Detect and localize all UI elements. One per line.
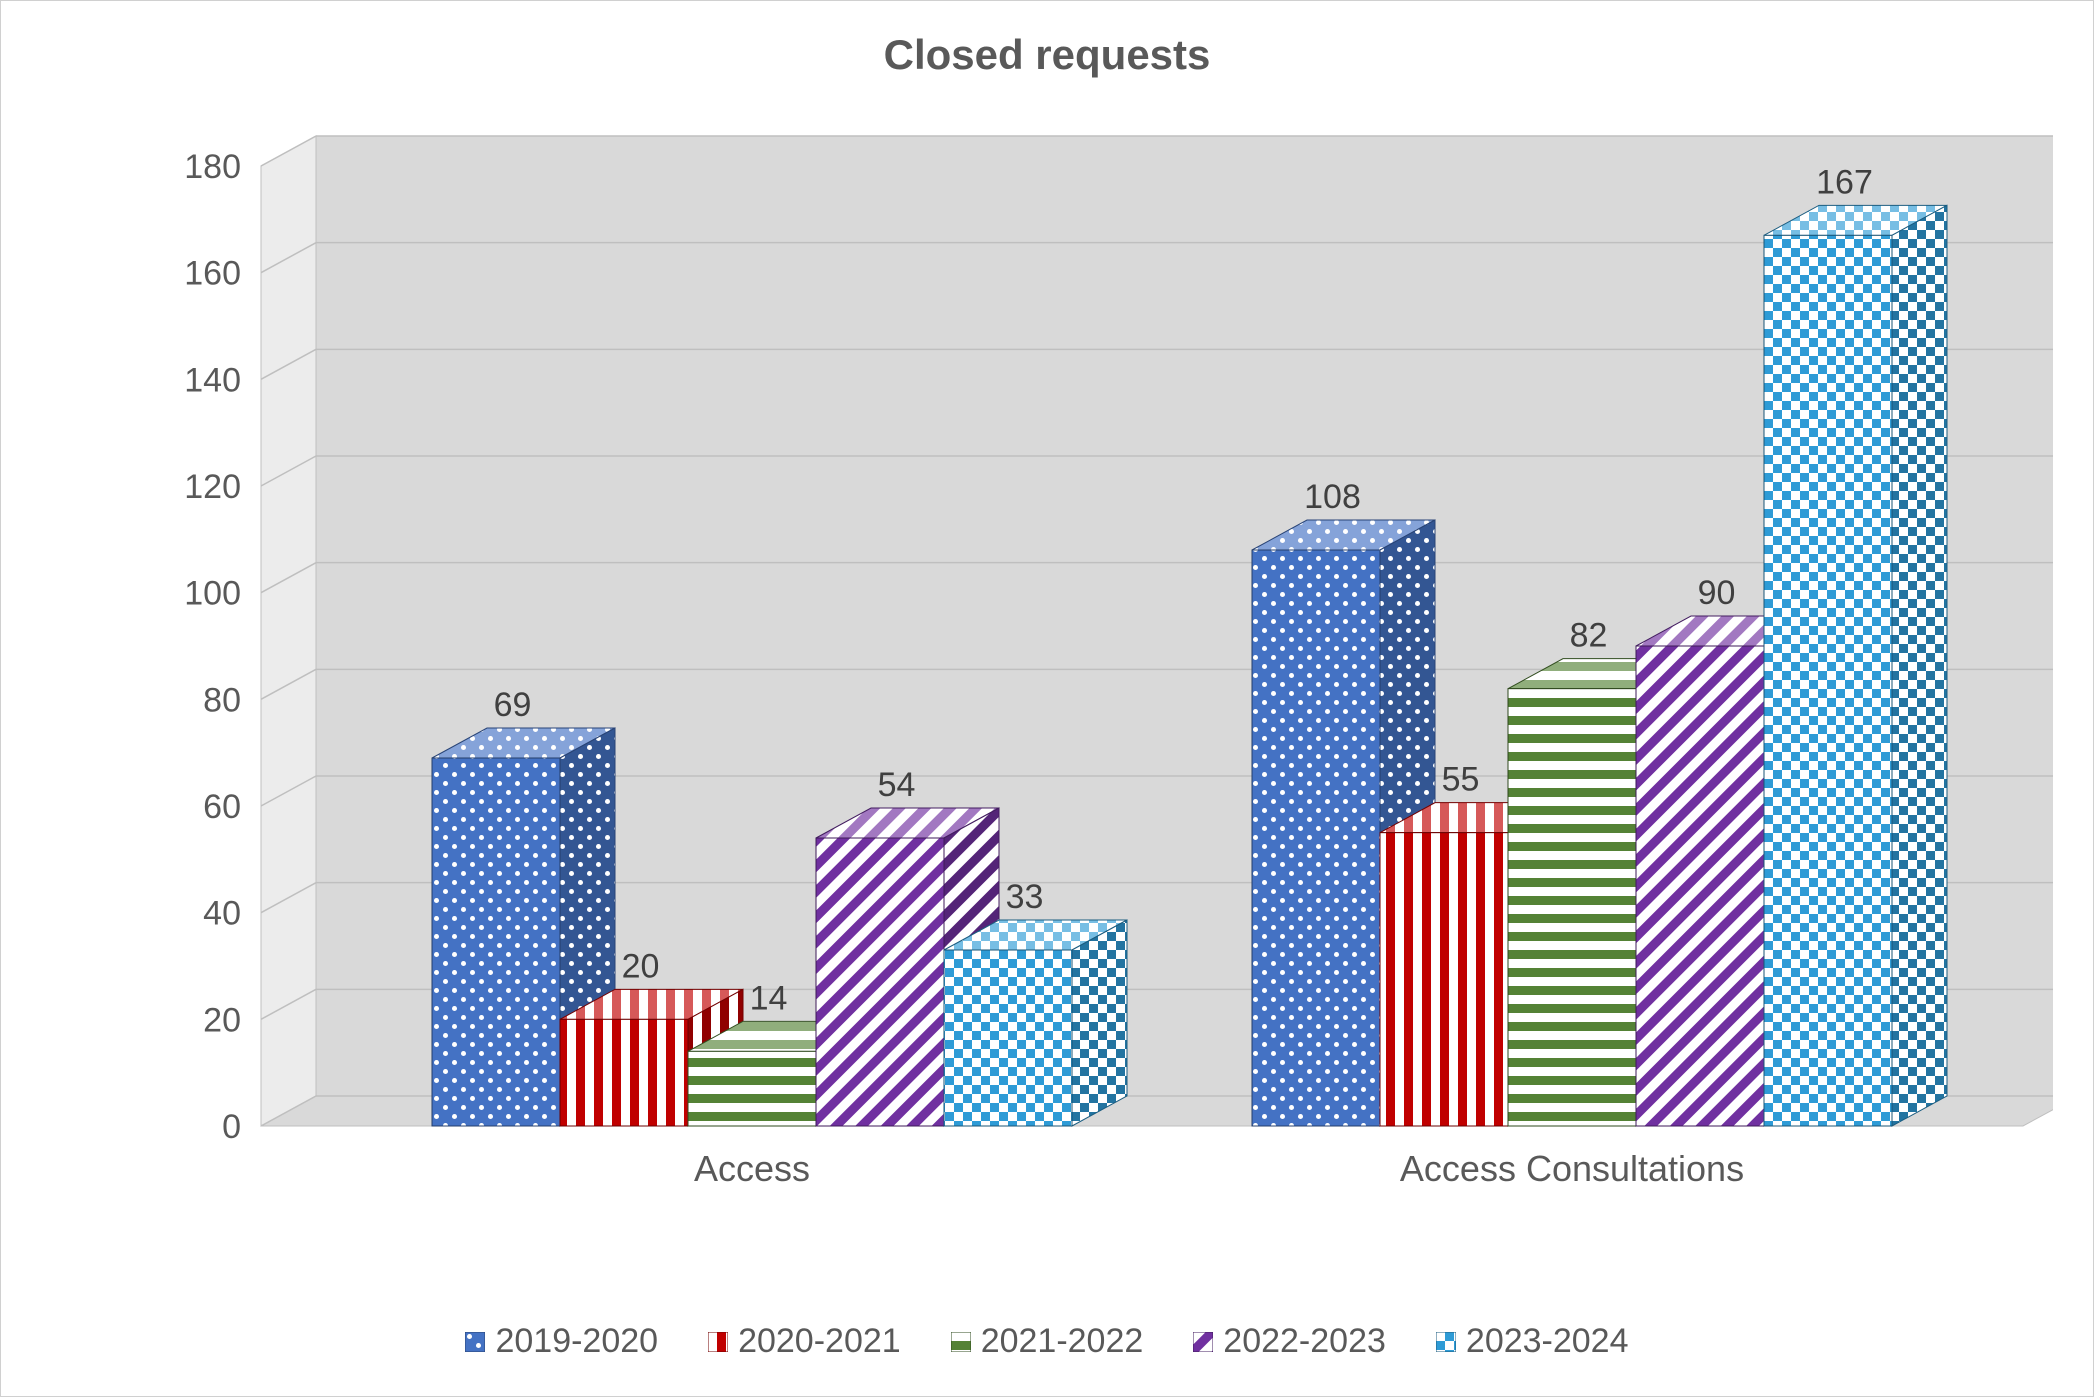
- legend-label-0: 2019-2020: [495, 1322, 658, 1361]
- svg-text:33: 33: [1006, 878, 1044, 916]
- svg-text:167: 167: [1816, 163, 1873, 201]
- legend-item-2: 2021-2022: [951, 1322, 1144, 1361]
- svg-text:60: 60: [203, 788, 241, 826]
- svg-text:80: 80: [203, 681, 241, 719]
- svg-text:20: 20: [622, 947, 660, 985]
- legend-swatch-2: [951, 1332, 971, 1352]
- svg-text:108: 108: [1304, 478, 1361, 516]
- legend-label-3: 2022-2023: [1223, 1322, 1386, 1361]
- svg-text:140: 140: [184, 361, 241, 399]
- svg-text:160: 160: [184, 255, 241, 293]
- svg-text:14: 14: [750, 979, 788, 1017]
- legend-item-1: 2020-2021: [708, 1322, 901, 1361]
- legend-swatch-4: [1436, 1332, 1456, 1352]
- svg-text:180: 180: [184, 148, 241, 186]
- svg-text:54: 54: [878, 766, 916, 804]
- svg-text:69: 69: [494, 686, 532, 724]
- chart-container: Closed requests 0 20 40 60 80 100 120 140 160 180…: [0, 0, 2094, 1397]
- svg-text:40: 40: [203, 895, 241, 933]
- svg-text:Access Consultations: Access Consultations: [1400, 1148, 1744, 1189]
- chart-svg: 0 20 40 60 80 100 120 140 160 180 69 20 14 54 33 108 55 8…: [81, 131, 2053, 1216]
- legend-swatch-3: [1193, 1332, 1213, 1352]
- legend: 2019-2020 2020-2021 2021-2022 2022-2023 …: [1, 1322, 2093, 1361]
- svg-text:90: 90: [1698, 574, 1736, 612]
- plot-area: 0 20 40 60 80 100 120 140 160 180 69 20 14 54 33 108 55 8…: [81, 131, 2053, 1216]
- legend-item-0: 2019-2020: [465, 1322, 658, 1361]
- svg-text:82: 82: [1570, 617, 1608, 655]
- svg-text:0: 0: [222, 1108, 241, 1146]
- legend-label-2: 2021-2022: [981, 1322, 1144, 1361]
- legend-swatch-1: [708, 1332, 728, 1352]
- svg-text:120: 120: [184, 468, 241, 506]
- legend-label-4: 2023-2024: [1466, 1322, 1629, 1361]
- legend-label-1: 2020-2021: [738, 1322, 901, 1361]
- legend-item-4: 2023-2024: [1436, 1322, 1629, 1361]
- chart-title: Closed requests: [1, 1, 2093, 89]
- svg-text:55: 55: [1442, 761, 1480, 799]
- svg-text:20: 20: [203, 1001, 241, 1039]
- legend-swatch-0: [465, 1332, 485, 1352]
- svg-text:100: 100: [184, 575, 241, 613]
- legend-item-3: 2022-2023: [1193, 1322, 1386, 1361]
- svg-text:Access: Access: [694, 1148, 810, 1189]
